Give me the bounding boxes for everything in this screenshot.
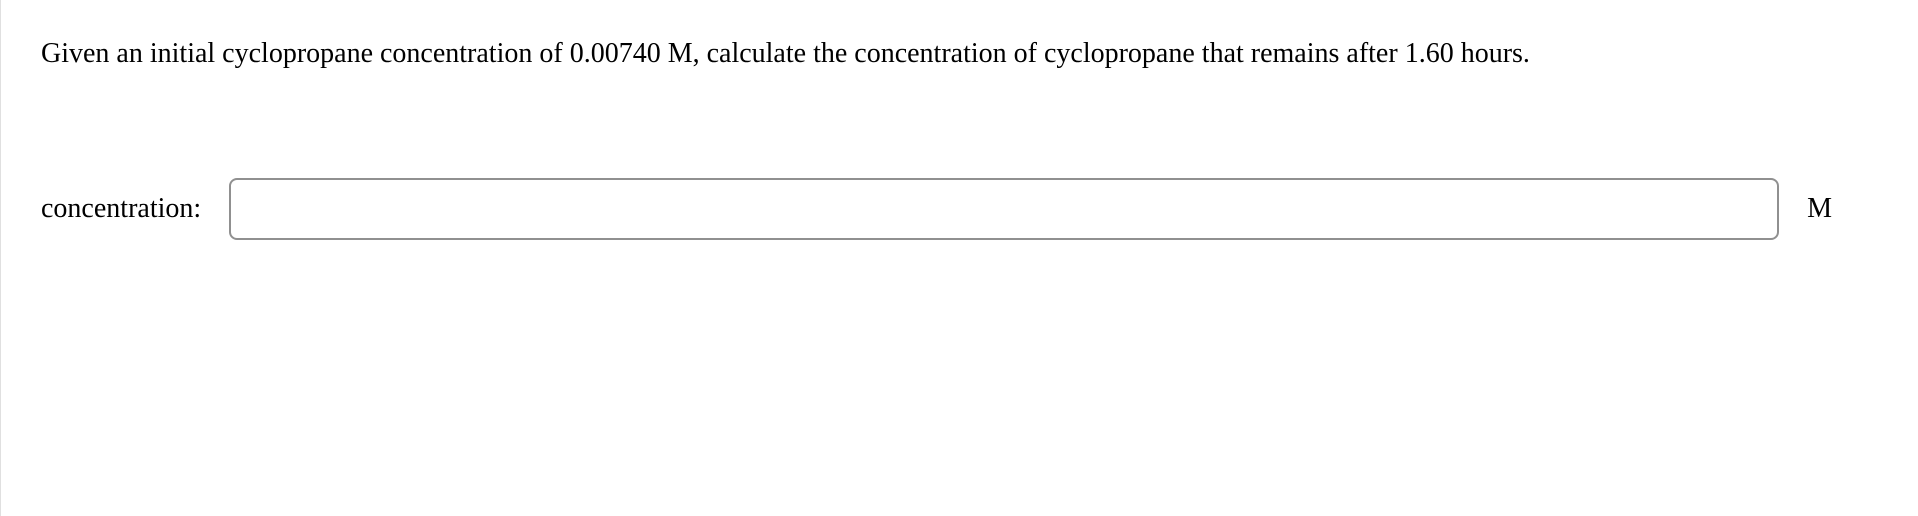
concentration-input[interactable] bbox=[229, 178, 1779, 240]
concentration-label: concentration: bbox=[41, 193, 201, 225]
question-text: Given an initial cyclopropane concentrat… bbox=[41, 30, 1878, 78]
unit-label: M bbox=[1807, 193, 1832, 225]
answer-row: concentration: M bbox=[41, 178, 1878, 240]
